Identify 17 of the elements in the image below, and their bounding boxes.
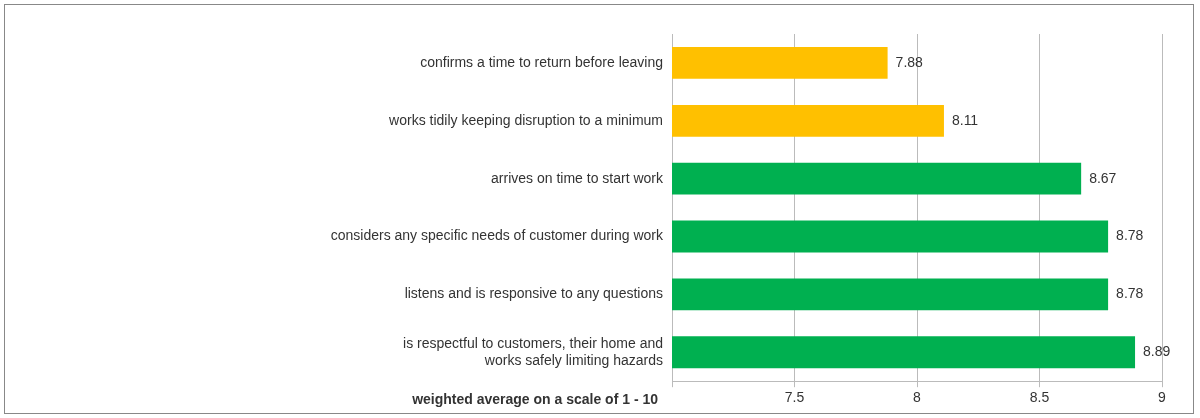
- y-tick-label: arrives on time to start work: [491, 169, 664, 186]
- y-tick-label: confirms a time to return before leaving: [420, 53, 663, 70]
- data-label: 7.88: [895, 53, 924, 70]
- x-tick-label: 9: [1158, 389, 1167, 406]
- x-axis-title: weighted average on a scale of 1 - 10: [411, 390, 659, 407]
- data-label: 8.11: [951, 111, 979, 128]
- y-tick-label: listens and is responsive to any questions: [404, 285, 663, 302]
- data-label: 8.67: [1089, 169, 1117, 186]
- x-tick-label: 8.5: [1029, 389, 1050, 406]
- data-label: 8.78: [1116, 285, 1144, 302]
- y-tick-label: works tidily keeping disruption to a minimum: [388, 111, 663, 128]
- data-label: 8.78: [1116, 227, 1144, 244]
- x-tick-label: 8: [913, 389, 922, 406]
- y-tick-label: considers any specific needs of customer during work: [330, 227, 664, 244]
- y-tick-label: is respectful to customers, their home and works safely limiting hazards: [403, 334, 663, 368]
- x-tick-label: 7.5: [784, 389, 805, 406]
- data-label: 8.89: [1143, 343, 1171, 360]
